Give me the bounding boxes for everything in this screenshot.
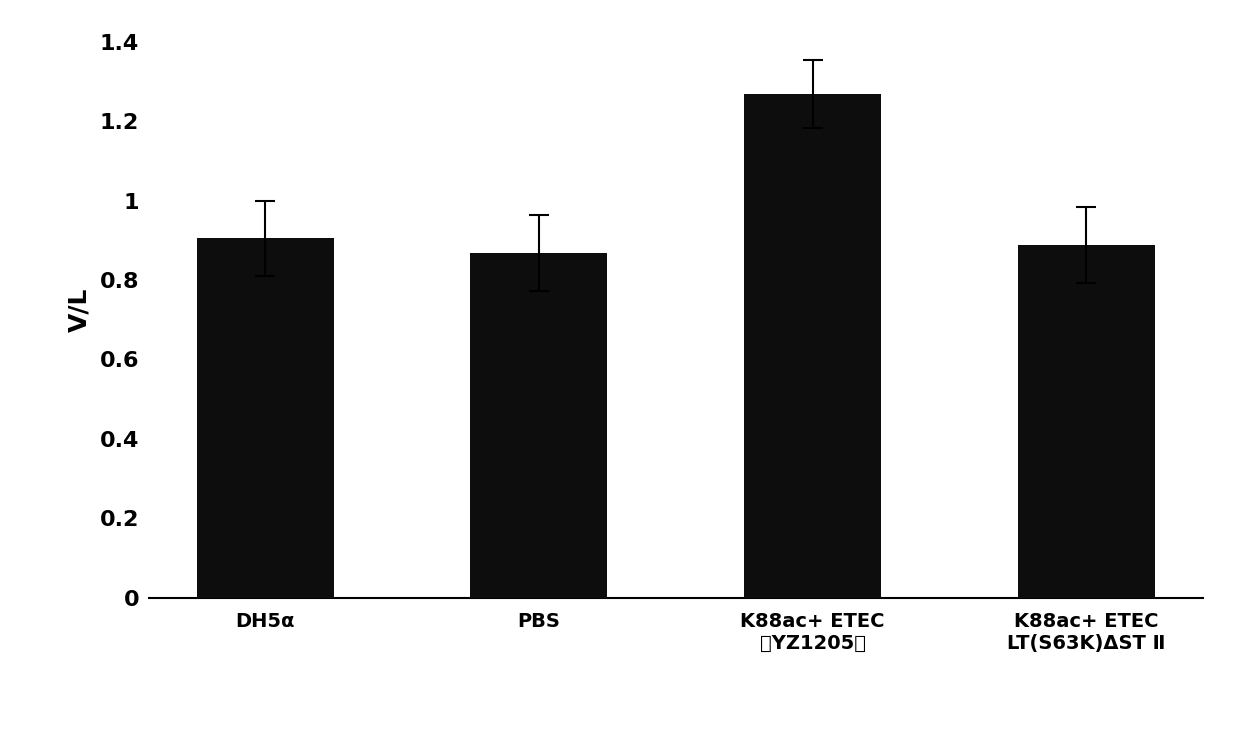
Bar (197, 238, 334, 598)
Bar (744, 94, 882, 598)
Bar (470, 253, 608, 598)
Bar (1018, 245, 1154, 598)
Y-axis label: V/L: V/L (67, 288, 92, 332)
